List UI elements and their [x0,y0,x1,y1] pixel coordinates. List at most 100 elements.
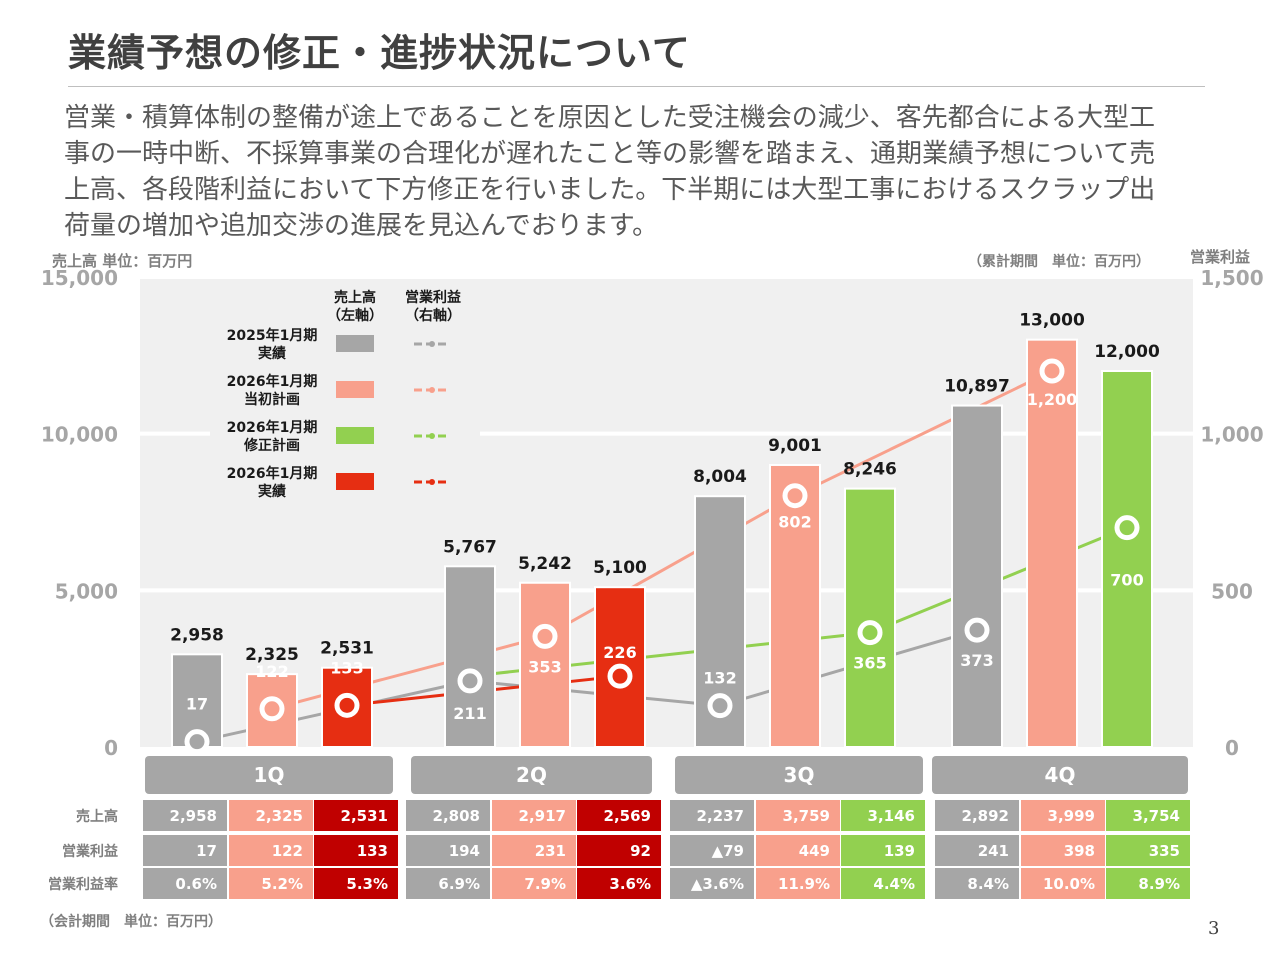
profit-marker [184,729,210,755]
sales-bar [769,463,821,749]
table-cell [935,868,1019,899]
table-cell-value: 3,146 [868,807,915,825]
legend-bar-swatch [336,381,374,398]
table-cell-value: 5.2% [261,875,303,893]
right-axis-caption: 営業利益 [1190,248,1250,266]
sales-value-label: 13,000 [1019,311,1085,331]
left-axis-caption: 売上高 単位：百万円 [52,252,192,270]
table-cell [756,835,840,866]
table-cell-value: ▲79 [712,842,744,860]
table-cell [670,835,754,866]
left-tick-label: 15,000 [41,266,118,290]
sales-bar [519,581,571,748]
legend-dot-swatch [429,341,435,347]
legend-dot-swatch [429,433,435,439]
table-cell [756,800,840,831]
profit-marker [1114,515,1140,541]
table-cell-value: 231 [535,842,566,860]
table-cell [406,868,490,899]
quarter-tab [675,756,923,794]
table-cell-value: 2,325 [256,807,303,825]
sales-value-label: 10,897 [944,377,1010,397]
table-cell-value: 2,917 [519,807,566,825]
table-cell-value: 3.6% [609,875,651,893]
sales-value-label: 2,958 [170,625,224,645]
legend-dot-swatch [429,387,435,393]
profit-marker [1039,358,1065,384]
table-cell-value: 5.3% [346,875,388,893]
table-cell-value: 0.6% [175,875,217,893]
table-cell [229,835,313,866]
table-cell-value: 2,237 [697,807,744,825]
legend-bar-swatch [336,335,374,352]
profit-marker [532,623,558,649]
intro-line: 上高、各段階利益において下方修正を行いました。下半期には大型工事におけるスクラッ… [64,175,1156,205]
table-cell [670,800,754,831]
sales-bar [1026,338,1078,749]
legend-header-sales: 売上高（左軸） [327,289,383,324]
profit-value-label: 226 [603,643,636,662]
table-cell [1021,800,1105,831]
sales-value-label: 2,531 [320,639,374,659]
table-cell-value: 3,754 [1133,807,1180,825]
intro-line: 営業・積算体制の整備が途上であることを原因とした受注機会の減少、客先都合による大… [64,103,1155,133]
table-cell [143,835,227,866]
profit-value-label: 353 [528,657,561,676]
table-cell-value: 2,892 [962,807,1009,825]
table-cell [143,868,227,899]
quarter-tab-label: 4Q [1045,763,1076,787]
table-cell-value: 4.4% [873,875,915,893]
table-cell-value: 194 [449,842,480,860]
legend-label: 2026年1月期修正計画 [227,419,318,454]
table-cell-value: 398 [1064,842,1095,860]
table-cell [492,868,576,899]
right-tick-label: 1,500 [1200,266,1263,290]
legend-header-profit: 営業利益（右軸） [405,289,461,324]
table-cell-value: 139 [884,842,915,860]
table-cell [1106,835,1190,866]
table-cell-value: 10.0% [1043,875,1095,893]
profit-marker [782,483,808,509]
table-cell-value: 2,531 [341,807,388,825]
table-cell [1021,835,1105,866]
right-tick-label: 0 [1225,736,1239,760]
period-note: （累計期間 単位：百万円） [968,253,1150,270]
sales-bar [444,565,496,748]
table-cell-value: 8.4% [967,875,1009,893]
table-cell [229,800,313,831]
table-cell [406,800,490,831]
left-tick-label: 10,000 [41,423,118,447]
table-cell-value: 449 [799,842,830,860]
profit-marker [457,668,483,694]
sales-value-label: 12,000 [1094,342,1160,362]
table-row-label: 営業利益 [62,843,118,860]
sales-bar [844,487,896,748]
table-cell [577,800,661,831]
profit-marker [964,617,990,643]
profit-value-label: 1,200 [1027,390,1078,409]
table-cell [935,835,1019,866]
profit-value-label: 17 [186,695,208,714]
profit-value-label: 133 [330,658,363,677]
profit-marker [607,663,633,689]
legend-bar-swatch [336,473,374,490]
legend-label: 2026年1月期当初計画 [227,373,318,408]
right-tick-label: 500 [1211,579,1253,603]
page-title: 業績予想の修正・進捗状況について [68,31,691,75]
profit-marker [857,620,883,646]
table-cell-value: 2,958 [170,807,217,825]
table-cell-value: 6.9% [438,875,480,893]
profit-marker [707,693,733,719]
profit-line [271,369,1053,711]
table-cell [1106,868,1190,899]
table-row-label: 営業利益率 [48,876,118,893]
sales-value-label: 5,767 [443,537,497,557]
table-cell-value: 17 [196,842,217,860]
profit-marker [259,696,285,722]
legend-label: 2026年1月期実績 [227,465,318,500]
profit-value-label: 700 [1110,571,1143,590]
legend-label: 2025年1月期実績 [227,327,318,362]
table-cell [229,868,313,899]
profit-value-label: 132 [703,669,736,688]
table-cell-value: 7.9% [524,875,566,893]
